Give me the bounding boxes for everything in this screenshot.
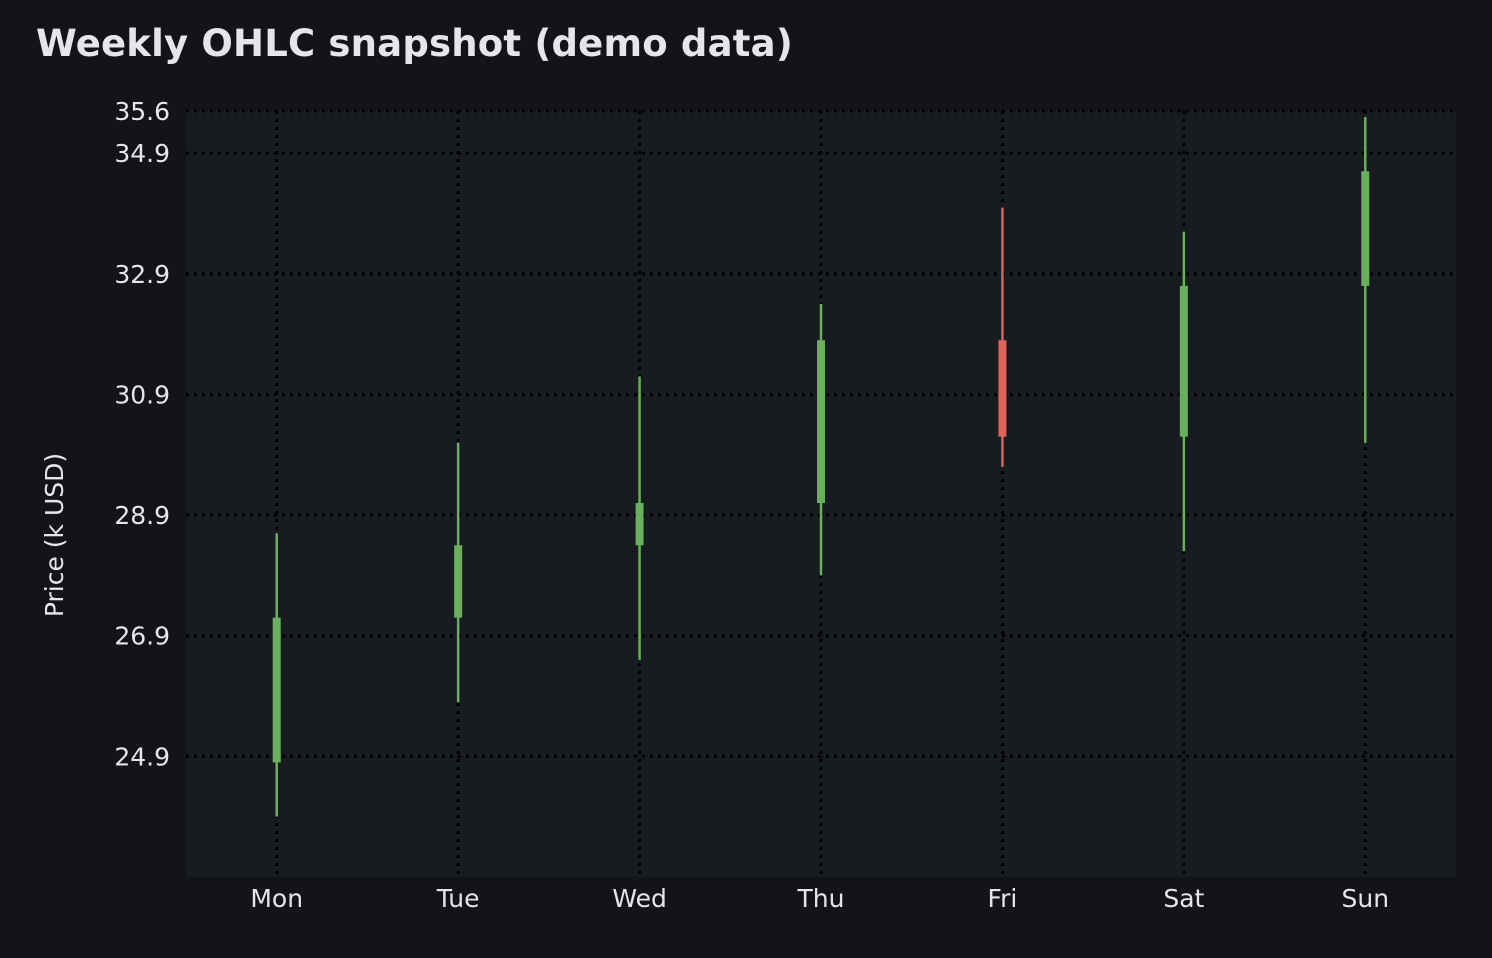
x-tick-label: Fri xyxy=(988,884,1018,913)
y-tick-label: 32.9 xyxy=(114,260,170,289)
candle-body-tue xyxy=(454,545,463,618)
candle-body-thu xyxy=(817,340,825,504)
x-tick-label: Tue xyxy=(436,884,480,913)
y-tick-label: 28.9 xyxy=(114,501,170,530)
candle-body-sat xyxy=(1179,285,1188,437)
chart-title: Weekly OHLC snapshot (demo data) xyxy=(36,22,793,65)
x-tick-label: Sat xyxy=(1163,884,1204,913)
x-tick-label: Sun xyxy=(1342,884,1390,913)
x-tick-label: Thu xyxy=(797,884,845,913)
y-tick-label: 26.9 xyxy=(114,622,170,651)
candle-body-wed xyxy=(635,503,644,546)
y-axis-label: Price (k USD) xyxy=(40,453,69,617)
candle-body-sun xyxy=(1361,171,1370,286)
y-tick-label: 34.9 xyxy=(114,139,170,168)
candle-body-fri xyxy=(998,340,1007,437)
x-tick-label: Mon xyxy=(250,884,303,913)
candle-body-mon xyxy=(272,617,281,763)
x-tick-label: Wed xyxy=(612,884,667,913)
y-tick-label: 30.9 xyxy=(114,380,170,409)
y-tick-label: 24.9 xyxy=(114,742,170,771)
y-tick-label: 35.6 xyxy=(114,97,170,126)
